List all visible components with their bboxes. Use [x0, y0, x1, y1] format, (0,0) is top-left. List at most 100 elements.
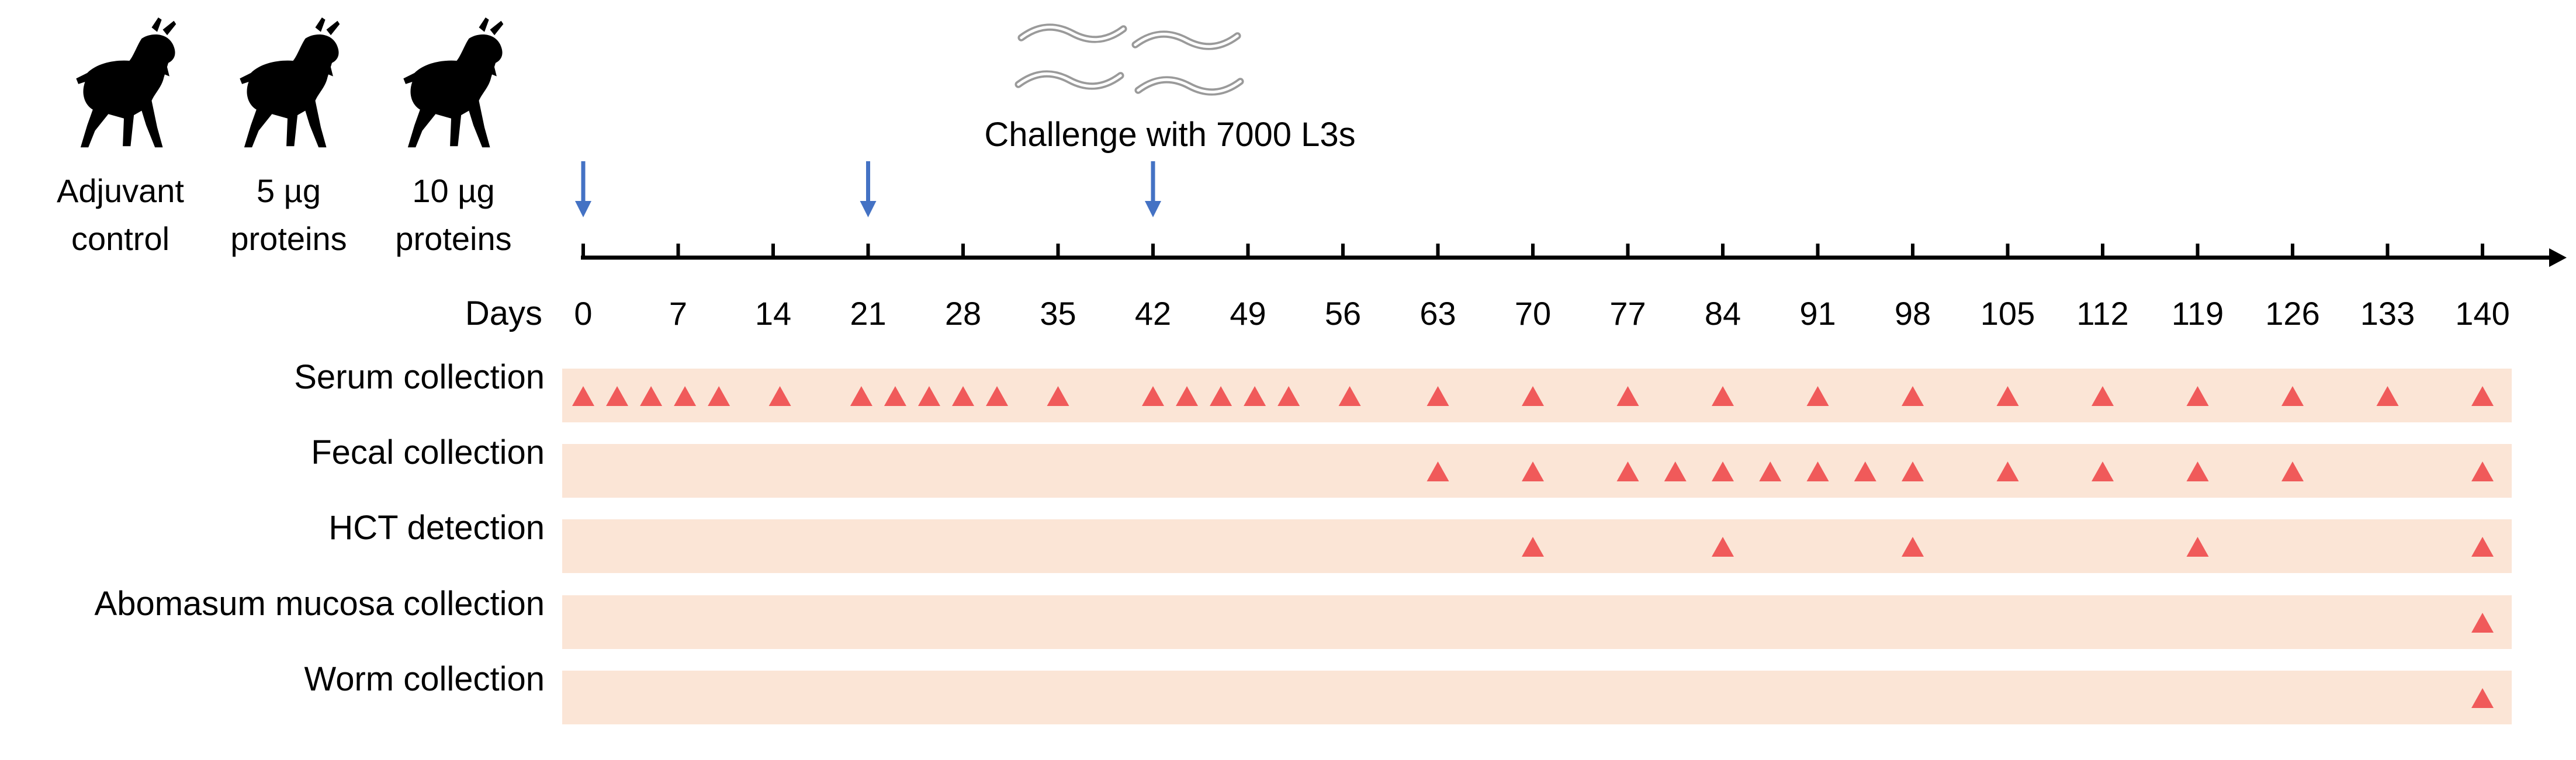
- sample-marker: [1902, 461, 1924, 481]
- sample-marker: [1806, 386, 1829, 406]
- group-label-line1: 10 µg: [412, 172, 494, 209]
- sample-marker: [2186, 386, 2209, 406]
- row-label: Abomasum mucosa collection: [95, 585, 545, 623]
- sample-marker: [768, 386, 791, 406]
- group-label-line2: proteins: [230, 220, 347, 257]
- sample-marker: [674, 386, 697, 406]
- sample-marker: [1244, 386, 1266, 406]
- sample-marker: [1616, 386, 1639, 406]
- sample-marker: [1427, 386, 1449, 406]
- sample-marker: [2186, 461, 2209, 481]
- sample-marker: [1806, 461, 1829, 481]
- tick-label: 126: [2265, 295, 2319, 332]
- group-adjuvant-control: Adjuvant control: [57, 17, 184, 257]
- tick-label: 112: [2076, 295, 2128, 332]
- tick-label: 77: [1609, 295, 1646, 332]
- goat-icon: [76, 17, 176, 148]
- sample-marker: [1996, 386, 2019, 406]
- immunization-arrow: [575, 161, 591, 217]
- sample-marker: [986, 386, 1009, 406]
- collection-row: Serum collection: [294, 358, 2512, 422]
- sample-marker: [2281, 386, 2304, 406]
- sample-marker: [1210, 386, 1232, 406]
- sample-marker: [1616, 461, 1639, 481]
- sample-marker: [1996, 461, 2019, 481]
- sample-marker: [1427, 461, 1449, 481]
- row-label: Serum collection: [294, 358, 545, 396]
- goat-icon: [403, 17, 504, 148]
- sample-marker: [1712, 537, 1734, 557]
- sample-marker: [850, 386, 872, 406]
- group-10ug-proteins: 10 µg proteins: [395, 17, 512, 257]
- tick-label: 21: [850, 295, 886, 332]
- tick-label: 140: [2455, 295, 2509, 332]
- challenge-larvae: [1019, 27, 1241, 92]
- row-label: Worm collection: [304, 660, 545, 698]
- group-5ug-proteins: 5 µg proteins: [230, 17, 347, 257]
- sample-marker: [1176, 386, 1199, 406]
- tick-label: 35: [1040, 295, 1076, 332]
- sample-marker: [2376, 386, 2399, 406]
- sample-marker: [1712, 386, 1734, 406]
- larvae-icon: [1019, 74, 1121, 86]
- axis-arrowhead: [2549, 248, 2567, 267]
- sample-marker: [1664, 461, 1687, 481]
- group-label-line1: Adjuvant: [57, 172, 184, 209]
- sample-marker: [606, 386, 629, 406]
- sample-marker: [2471, 461, 2494, 481]
- sample-marker: [2471, 688, 2494, 708]
- row-band: [562, 671, 2512, 724]
- tick-label: 105: [1981, 295, 2035, 332]
- sample-marker: [1522, 386, 1544, 406]
- sample-marker: [2092, 461, 2114, 481]
- group-label-line1: 5 µg: [257, 172, 321, 209]
- tick-label: 56: [1325, 295, 1361, 332]
- sample-marker: [572, 386, 594, 406]
- sample-marker: [1854, 461, 1876, 481]
- tick-label: 91: [1799, 295, 1836, 332]
- sample-marker: [2092, 386, 2114, 406]
- sample-marker: [1338, 386, 1361, 406]
- tick-label: 84: [1705, 295, 1741, 332]
- row-band: [562, 595, 2512, 649]
- group-label-line2: control: [71, 220, 169, 257]
- challenge-label: Challenge with 7000 L3s: [984, 116, 1355, 154]
- tick-label: 70: [1515, 295, 1551, 332]
- sample-marker: [917, 386, 940, 406]
- collection-row: Fecal collection: [311, 433, 2512, 498]
- sample-marker: [1047, 386, 1069, 406]
- sample-marker: [884, 386, 906, 406]
- tick-label: 42: [1135, 295, 1171, 332]
- sample-marker: [2186, 537, 2209, 557]
- sample-marker: [1902, 386, 1924, 406]
- sample-marker: [1277, 386, 1300, 406]
- group-label-line2: proteins: [395, 220, 511, 257]
- sample-marker: [1522, 537, 1544, 557]
- collection-row: Abomasum mucosa collection: [95, 585, 2512, 649]
- goat-icon: [240, 17, 340, 148]
- tick-label: 7: [669, 295, 687, 332]
- sample-marker: [1142, 386, 1164, 406]
- sample-marker: [708, 386, 730, 406]
- tick-label: 14: [755, 295, 791, 332]
- sample-marker: [1522, 461, 1544, 481]
- larvae-icon: [1138, 79, 1241, 92]
- tick-label: 63: [1419, 295, 1456, 332]
- sample-marker: [1712, 461, 1734, 481]
- larvae-icon: [1022, 27, 1124, 39]
- sample-marker: [2471, 386, 2494, 406]
- days-axis-label: Days: [465, 294, 542, 332]
- sample-marker: [640, 386, 663, 406]
- tick-label: 0: [574, 295, 592, 332]
- row-label: Fecal collection: [311, 433, 545, 471]
- sample-marker: [2471, 537, 2494, 557]
- sample-marker: [2281, 461, 2304, 481]
- collection-rows: Serum collection Fecal collection HCT dete…: [95, 358, 2512, 724]
- tick-label: 98: [1895, 295, 1931, 332]
- sample-marker: [952, 386, 974, 406]
- sample-marker: [2471, 613, 2494, 633]
- tick-label: 49: [1230, 295, 1266, 332]
- tick-label: 133: [2360, 295, 2415, 332]
- sample-marker: [1902, 537, 1924, 557]
